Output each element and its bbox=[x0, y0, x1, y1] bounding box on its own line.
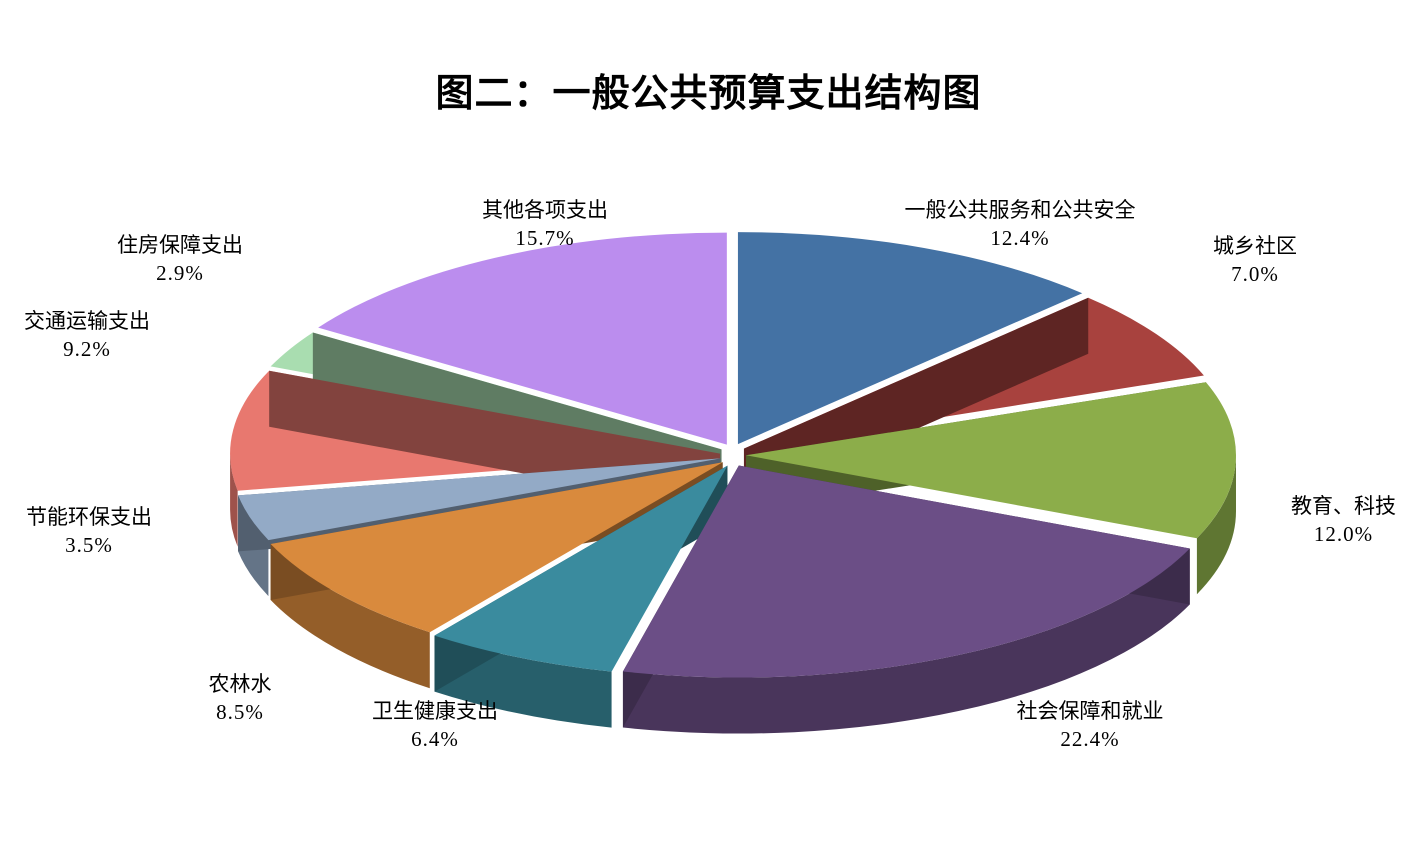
pie-slice-side bbox=[1196, 455, 1236, 595]
pie-label-urban-rural-community: 城乡社区 7.0% bbox=[1165, 232, 1345, 288]
pie-label-agriculture-forestry-water: 农林水 8.5% bbox=[150, 670, 330, 726]
pie-label-health: 卫生健康支出 6.4% bbox=[310, 697, 560, 753]
pie-slice-top bbox=[737, 232, 1083, 445]
pie-label-value: 2.9% bbox=[156, 261, 204, 285]
pie-label-name: 节能环保支出 bbox=[26, 505, 152, 529]
pie-label-social-security-employment: 社会保障和就业 22.4% bbox=[940, 697, 1240, 753]
pie-label-education-technology: 教育、科技 12.0% bbox=[1270, 492, 1417, 548]
pie-label-name: 交通运输支出 bbox=[24, 309, 150, 333]
pie-label-name: 教育、科技 bbox=[1291, 494, 1396, 518]
pie-slice-top bbox=[434, 465, 728, 672]
pie-slice-top bbox=[270, 462, 723, 633]
pie-slice-top bbox=[238, 458, 721, 541]
pie-label-value: 9.2% bbox=[63, 337, 111, 361]
pie-label-value: 3.5% bbox=[65, 533, 113, 557]
pie-label-value: 8.5% bbox=[216, 700, 264, 724]
pie-label-name: 其他各项支出 bbox=[482, 198, 608, 222]
page-title: 图二：一般公共预算支出结构图 bbox=[435, 73, 982, 115]
pie-label-energy-conservation-environment: 节能环保支出 3.5% bbox=[14, 503, 164, 559]
pie-label-name: 卫生健康支出 bbox=[372, 699, 498, 723]
pie-label-name: 住房保障支出 bbox=[117, 233, 243, 257]
pie-label-value: 12.4% bbox=[990, 226, 1050, 250]
pie-label-value: 6.4% bbox=[411, 727, 459, 751]
pie-label-other-expenditures: 其他各项支出 15.7% bbox=[455, 196, 635, 252]
pie-slice-top bbox=[318, 232, 727, 445]
pie-label-name: 社会保障和就业 bbox=[1016, 699, 1164, 723]
pie-label-value: 22.4% bbox=[1060, 727, 1120, 751]
pie-slice-side bbox=[230, 453, 238, 547]
pie-label-name: 城乡社区 bbox=[1213, 234, 1297, 258]
pie-label-name: 一般公共服务和公共安全 bbox=[904, 198, 1136, 222]
pie-slice-top bbox=[745, 382, 1236, 539]
pie-label-housing-security: 住房保障支出 2.9% bbox=[105, 231, 255, 287]
pie-label-transportation: 交通运输支出 9.2% bbox=[12, 307, 162, 363]
pie-label-value: 15.7% bbox=[515, 226, 575, 250]
pie-slice-side bbox=[622, 548, 1190, 734]
pie-label-value: 7.0% bbox=[1231, 262, 1279, 286]
pie-label-name: 农林水 bbox=[208, 672, 272, 696]
pie-label-value: 12.0% bbox=[1313, 522, 1374, 546]
pie-slice-top bbox=[622, 465, 1190, 678]
pie-label-general-public-service: 一般公共服务和公共安全 12.4% bbox=[870, 196, 1170, 252]
